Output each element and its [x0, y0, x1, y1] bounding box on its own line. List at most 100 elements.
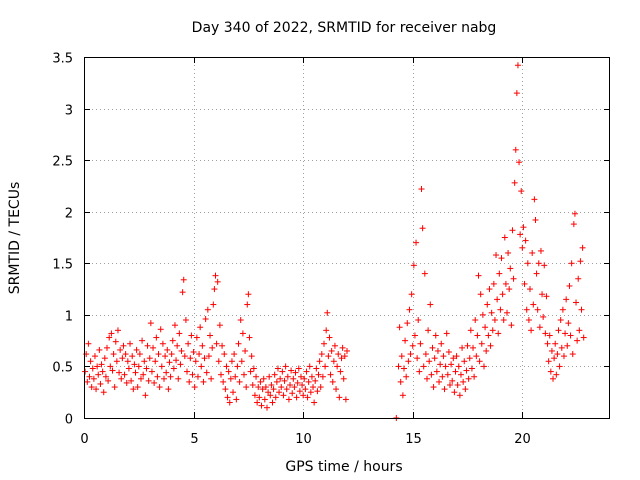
data-point — [425, 327, 432, 334]
data-point — [486, 286, 493, 293]
data-point — [542, 330, 549, 337]
data-point — [186, 378, 193, 385]
data-point — [474, 332, 481, 339]
data-point — [215, 358, 222, 365]
data-point — [576, 327, 583, 334]
data-point — [482, 324, 489, 331]
data-point — [137, 375, 144, 382]
data-point — [417, 340, 424, 347]
data-point — [463, 367, 470, 374]
data-point — [331, 342, 338, 349]
data-point — [524, 260, 531, 267]
data-point — [407, 351, 414, 358]
data-point — [497, 306, 504, 313]
data-point — [306, 363, 313, 370]
data-point — [459, 344, 466, 351]
data-point — [256, 394, 263, 401]
data-point — [462, 386, 469, 393]
x-axis-title: GPS time / hours — [285, 459, 402, 475]
data-point — [177, 361, 184, 368]
data-point — [262, 384, 269, 391]
data-point — [423, 375, 430, 382]
data-point — [466, 355, 473, 362]
data-point — [301, 375, 308, 382]
data-point — [283, 386, 290, 393]
data-point — [422, 351, 429, 358]
data-point — [563, 296, 570, 303]
data-point — [438, 340, 445, 347]
data-point — [238, 358, 245, 365]
data-point — [277, 375, 284, 382]
data-point — [185, 340, 192, 347]
data-point — [179, 289, 186, 296]
data-point — [239, 330, 246, 337]
data-point — [444, 371, 451, 378]
data-point — [279, 368, 286, 375]
data-point — [433, 368, 440, 375]
x-tick-label: 5 — [190, 432, 198, 447]
data-point — [276, 389, 283, 396]
data-point — [448, 361, 455, 368]
data-point — [520, 224, 527, 231]
data-point — [132, 369, 139, 376]
data-point — [220, 378, 227, 385]
data-point — [265, 389, 272, 396]
data-point — [315, 371, 322, 378]
data-point — [282, 363, 289, 370]
data-point — [184, 368, 191, 375]
data-point — [436, 378, 443, 385]
data-point — [243, 384, 250, 391]
data-point — [214, 278, 221, 285]
data-point — [467, 327, 474, 334]
data-point — [237, 317, 244, 324]
data-point — [498, 255, 505, 262]
data-point — [421, 270, 428, 277]
data-point — [88, 384, 95, 391]
data-point — [440, 353, 447, 360]
data-point — [131, 361, 138, 368]
data-point — [488, 309, 495, 316]
data-point — [511, 179, 518, 186]
data-point — [196, 351, 203, 358]
data-point — [305, 378, 312, 385]
data-point — [340, 375, 347, 382]
data-point — [211, 286, 218, 293]
data-point — [210, 301, 217, 308]
data-point — [418, 186, 425, 193]
data-point — [476, 358, 483, 365]
data-point — [278, 384, 285, 391]
data-point — [411, 332, 418, 339]
data-point — [199, 342, 206, 349]
data-point — [231, 351, 238, 358]
data-point — [442, 363, 449, 370]
data-point — [434, 347, 441, 354]
data-point — [312, 377, 319, 384]
data-point — [580, 334, 587, 341]
data-point — [327, 371, 334, 378]
data-point — [97, 380, 104, 387]
data-point — [203, 369, 210, 376]
data-point — [479, 311, 486, 318]
data-point — [100, 389, 107, 396]
data-point — [449, 377, 456, 384]
data-point — [484, 301, 491, 308]
data-point — [116, 369, 123, 376]
data-point — [284, 373, 291, 380]
data-point — [148, 368, 155, 375]
data-point — [281, 377, 288, 384]
data-point — [143, 365, 150, 372]
data-point — [150, 344, 157, 351]
data-point — [426, 358, 433, 365]
data-point — [182, 317, 189, 324]
data-point — [397, 378, 404, 385]
data-point — [202, 315, 209, 322]
data-point — [264, 404, 271, 411]
data-point — [533, 270, 540, 277]
data-point — [475, 272, 482, 279]
data-point — [257, 378, 264, 385]
data-point — [117, 346, 124, 353]
data-point — [532, 216, 539, 223]
data-point — [170, 365, 177, 372]
data-point — [565, 320, 572, 327]
data-point — [521, 280, 528, 287]
